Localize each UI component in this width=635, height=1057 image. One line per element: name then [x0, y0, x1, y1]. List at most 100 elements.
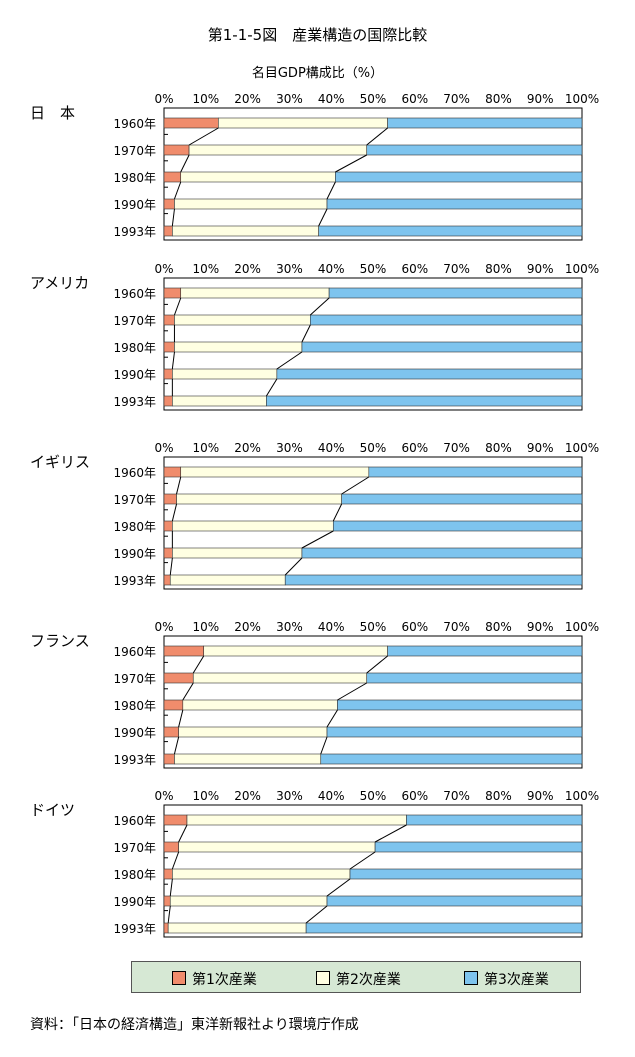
year-label: 1993年 — [113, 395, 156, 409]
bar-segment-tertiary — [326, 198, 583, 210]
bar-segment-tertiary — [305, 922, 583, 934]
bar-segment-secondary — [172, 225, 319, 237]
bar-segment-primary — [163, 814, 188, 826]
year-label: 1980年 — [113, 171, 156, 185]
legend-label-primary: 第1次産業 — [192, 972, 257, 988]
legend-swatch-tertiary — [464, 971, 478, 985]
bar-segment-primary — [163, 466, 182, 478]
country-label: 日 本 — [30, 104, 75, 122]
connector-line — [326, 709, 338, 728]
bar-segment-tertiary — [332, 520, 583, 532]
bar-segment-primary — [163, 895, 171, 907]
bar-segment-secondary — [186, 814, 407, 826]
connector-line — [284, 557, 303, 576]
x-tick-label: 60% — [401, 789, 428, 803]
connector-line — [167, 905, 171, 924]
bar-segment-secondary — [180, 287, 330, 299]
bar-segment-secondary — [174, 341, 303, 353]
year-label: 1990年 — [113, 895, 156, 909]
bar-segment-tertiary — [276, 368, 583, 380]
x-tick-label: 60% — [401, 441, 428, 455]
year-label: 1993年 — [113, 574, 156, 588]
connector-line — [318, 208, 328, 227]
bar-segment-primary — [163, 574, 171, 586]
x-tick-label: 20% — [234, 441, 261, 455]
year-label: 1970年 — [113, 144, 156, 158]
x-tick-label: 70% — [443, 789, 470, 803]
bar-segment-secondary — [169, 574, 286, 586]
x-tick-label: 40% — [318, 92, 345, 106]
bar-segment-secondary — [182, 699, 338, 711]
year-label: 1970年 — [113, 841, 156, 855]
year-label: 1960年 — [113, 645, 156, 659]
x-tick-label: 60% — [401, 92, 428, 106]
bar-segment-primary — [163, 117, 219, 129]
x-tick-label: 50% — [360, 620, 387, 634]
legend-swatch-primary — [172, 971, 186, 985]
x-tick-label: 10% — [192, 789, 219, 803]
year-label: 1990年 — [113, 368, 156, 382]
x-tick-label: 80% — [485, 789, 512, 803]
x-tick-label: 80% — [485, 92, 512, 106]
bar-segment-tertiary — [335, 171, 583, 183]
bar-segment-primary — [163, 314, 175, 326]
bar-segment-primary — [163, 341, 175, 353]
bar-segment-primary — [163, 841, 179, 853]
x-tick-label: 60% — [401, 620, 428, 634]
connector-line — [173, 736, 180, 755]
bar-segment-primary — [163, 645, 205, 657]
bar-segment-secondary — [169, 895, 328, 907]
x-tick-label: 90% — [527, 441, 554, 455]
year-label: 1990年 — [113, 726, 156, 740]
bar-segment-tertiary — [337, 699, 583, 711]
bar-segment-primary — [163, 753, 175, 765]
x-tick-label: 70% — [443, 441, 470, 455]
x-tick-label: 10% — [192, 441, 219, 455]
x-tick-label: 40% — [318, 441, 345, 455]
connector-line — [320, 736, 328, 755]
connector-line — [265, 378, 278, 397]
bar-segment-tertiary — [387, 117, 583, 129]
bar-segment-tertiary — [387, 645, 583, 657]
x-tick-label: 30% — [276, 620, 303, 634]
chart-title: 第1-1-5図 産業構造の国際比較 — [207, 26, 428, 44]
bar-segment-secondary — [174, 753, 322, 765]
bar-segment-secondary — [172, 395, 267, 407]
year-label: 1980年 — [113, 341, 156, 355]
connector-line — [349, 851, 376, 870]
bar-segment-tertiary — [318, 225, 583, 237]
bar-segment-tertiary — [341, 493, 583, 505]
year-label: 1960年 — [113, 814, 156, 828]
connector-line — [169, 557, 173, 576]
bar-segment-secondary — [218, 117, 388, 129]
bar-segment-tertiary — [326, 726, 583, 738]
bar-segment-primary — [163, 287, 182, 299]
x-tick-label: 10% — [192, 620, 219, 634]
bar-segment-secondary — [167, 922, 307, 934]
x-tick-label: 60% — [401, 262, 428, 276]
year-label: 1960年 — [113, 466, 156, 480]
connector-line — [301, 324, 311, 343]
x-tick-label: 90% — [527, 620, 554, 634]
x-tick-label: 70% — [443, 262, 470, 276]
connector-line — [188, 127, 219, 146]
bar-segment-tertiary — [406, 814, 583, 826]
bar-segment-secondary — [172, 520, 334, 532]
year-label: 1970年 — [113, 493, 156, 507]
bar-segment-primary — [163, 699, 184, 711]
x-tick-label: 10% — [192, 92, 219, 106]
x-tick-label: 100% — [565, 789, 599, 803]
source-note: 資料：「日本の経済構造」東洋新報社より環境庁作成 — [30, 1017, 359, 1033]
x-tick-label: 80% — [485, 262, 512, 276]
connector-line — [276, 351, 303, 370]
year-label: 1990年 — [113, 547, 156, 561]
year-label: 1980年 — [113, 868, 156, 882]
connector-line — [374, 824, 407, 843]
connector-line — [341, 476, 370, 495]
bar-segment-primary — [163, 672, 194, 684]
connector-line — [180, 154, 190, 173]
bar-segment-secondary — [180, 466, 370, 478]
bar-segment-tertiary — [349, 868, 583, 880]
connector-line — [178, 709, 184, 728]
